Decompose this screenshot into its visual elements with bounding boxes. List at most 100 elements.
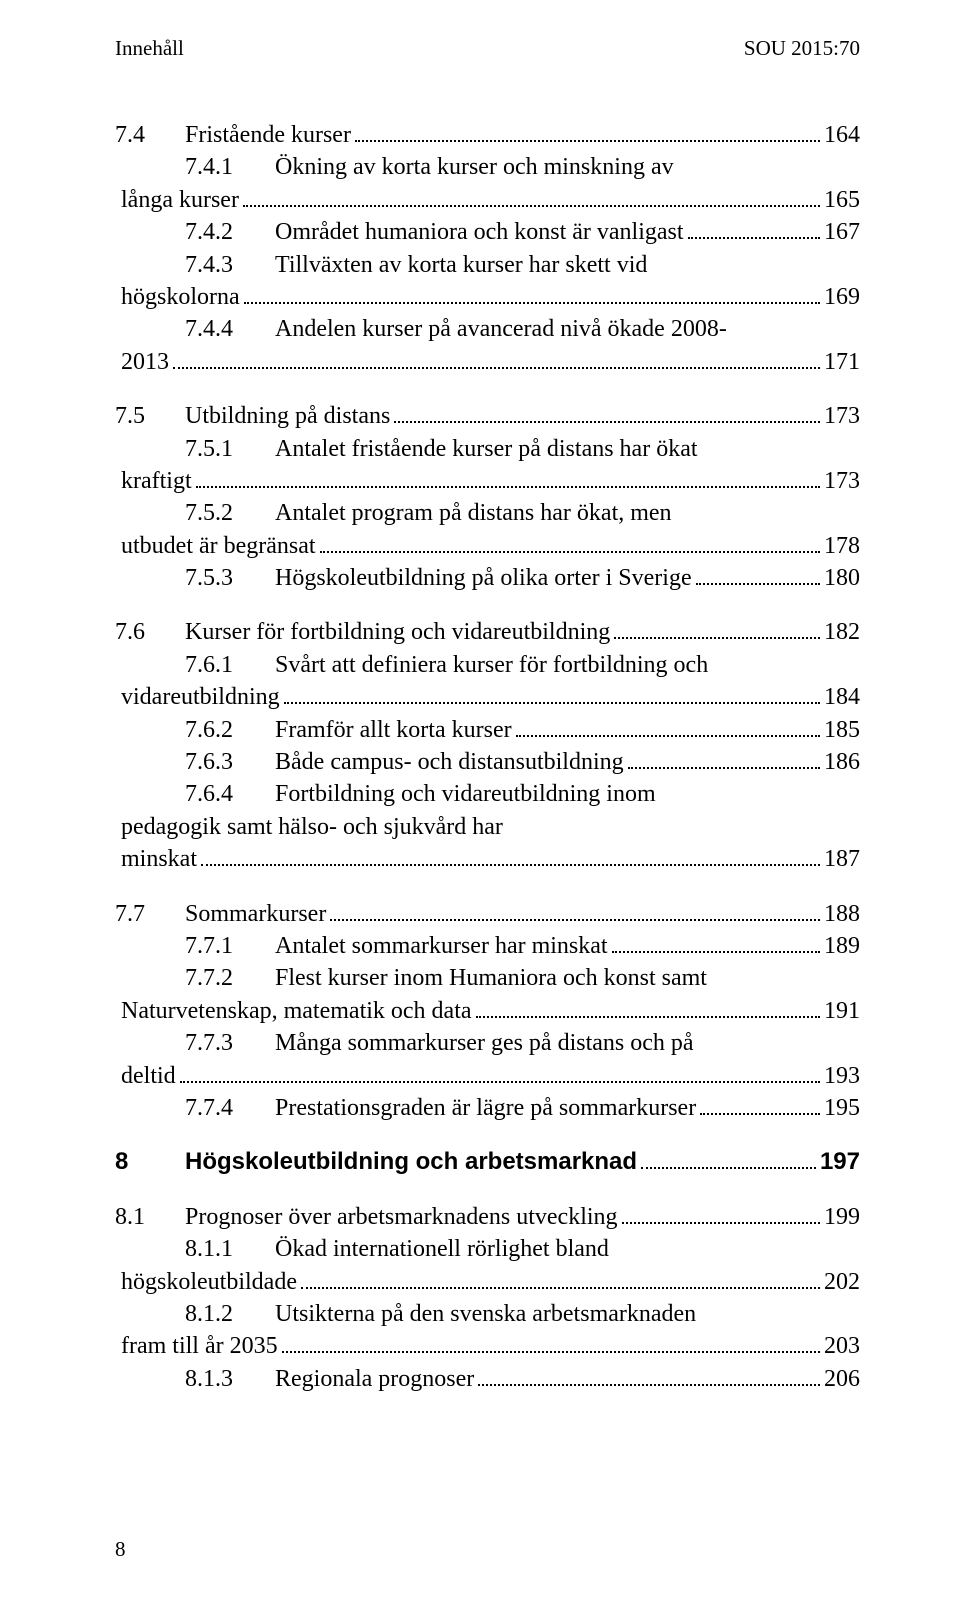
toc-entry-title: Kurser för fortbildning och vidareutbild… — [185, 616, 610, 648]
toc-entry-title: Svårt att definiera kurser för fortbildn… — [275, 649, 708, 681]
toc-group: 7.5Utbildning på distans1737.5.1Antalet … — [115, 400, 860, 594]
toc-entry-page: 206 — [824, 1363, 860, 1395]
toc-leader-dots — [355, 122, 820, 142]
toc-entry-page: 173 — [824, 400, 860, 432]
toc-entry-title: högskoleutbildade — [121, 1266, 297, 1298]
toc-entry-title: Prestationsgraden är lägre på sommarkurs… — [275, 1092, 696, 1124]
toc-entry-title: Antalet program på distans har ökat, men — [275, 497, 672, 529]
toc-leader-dots — [201, 846, 820, 866]
toc-entry: 7.4.4Andelen kurser på avancerad nivå ök… — [115, 313, 860, 345]
toc-entry-number: 7.6.4 — [115, 778, 275, 810]
toc-leader-dots — [282, 1333, 820, 1353]
toc-entry-number: 7.7 — [115, 898, 185, 930]
toc-entry-continuation: .Naturvetenskap, matematik och data191 — [115, 995, 860, 1027]
toc-entry-title: utbudet är begränsat — [121, 530, 316, 562]
toc-entry: 7.6Kurser för fortbildning och vidareutb… — [115, 616, 860, 648]
toc-entry-number: 7.5 — [115, 400, 185, 432]
toc-entry-title: Högskoleutbildning på olika orter i Sver… — [275, 562, 692, 594]
toc-entry-title: Flest kurser inom Humaniora och konst sa… — [275, 962, 707, 994]
toc-entry: 7.7.3Många sommarkurser ges på distans o… — [115, 1027, 860, 1059]
toc-entry: 7.6.3Både campus- och distansutbildning 1… — [115, 746, 860, 778]
toc-entry-title: pedagogik samt hälso- och sjukvård har — [121, 811, 503, 843]
toc-entry-page: 203 — [824, 1330, 860, 1362]
toc-entry: 7.4.1Ökning av korta kurser och minsknin… — [115, 151, 860, 183]
toc-leader-dots — [284, 684, 820, 704]
toc-entry: 7.4Fristående kurser164 — [115, 119, 860, 151]
toc-entry-continuation: .utbudet är begränsat178 — [115, 530, 860, 562]
toc-leader-dots — [244, 284, 820, 304]
toc-entry: 7.7.1Antalet sommarkurser har minskat189 — [115, 930, 860, 962]
toc-entry-page: 180 — [824, 562, 860, 594]
toc-entry-continuation: .minskat187 — [115, 843, 860, 875]
document-page: Innehåll SOU 2015:70 7.4Fristående kurse… — [0, 0, 960, 1598]
toc-entry: 7.7Sommarkurser188 — [115, 898, 860, 930]
toc-chapter-title: Högskoleutbildning och arbetsmarknad — [185, 1146, 637, 1178]
toc-entry-number: 7.6.3 — [115, 746, 275, 778]
toc-entry-number: 8.1.3 — [115, 1363, 275, 1395]
toc-entry-continuation: .vidareutbildning184 — [115, 681, 860, 713]
toc-entry-page: 165 — [824, 184, 860, 216]
toc-leader-dots — [614, 619, 820, 639]
toc-entry-number: 7.4.4 — [115, 313, 275, 345]
toc-entry-number: 7.7.3 — [115, 1027, 275, 1059]
toc-entry-title: minskat — [121, 843, 197, 875]
toc-group: 7.6Kurser för fortbildning och vidareutb… — [115, 616, 860, 875]
toc-leader-dots — [173, 348, 820, 368]
toc-entry: 7.5Utbildning på distans173 — [115, 400, 860, 432]
toc-entry-page: 178 — [824, 530, 860, 562]
toc-leader-dots — [622, 1203, 820, 1223]
toc-entry-page: 185 — [824, 714, 860, 746]
toc-leader-dots — [478, 1365, 820, 1385]
toc-entry-number: 7.4.1 — [115, 151, 275, 183]
toc-chapter-number: 8 — [115, 1146, 185, 1178]
running-head-right: SOU 2015:70 — [744, 36, 860, 61]
toc-entry-page: 186 — [824, 746, 860, 778]
toc-leader-dots — [688, 219, 820, 239]
toc-entry-number: 8.1 — [115, 1201, 185, 1233]
toc-entry: 7.5.3Högskoleutbildning på olika orter i… — [115, 562, 860, 594]
toc-entry-page: 171 — [824, 346, 860, 378]
toc-entry-page: 167 — [824, 216, 860, 248]
toc-entry-continuation: .pedagogik samt hälso- och sjukvård har — [115, 811, 860, 843]
toc-entry: 8.1.3Regionala prognoser 206 — [115, 1363, 860, 1395]
toc-leader-dots — [700, 1095, 820, 1115]
page-number: 8 — [115, 1537, 126, 1562]
toc-entry: 7.6.4Fortbildning och vidareutbildning i… — [115, 778, 860, 810]
toc-entry-page: 191 — [824, 995, 860, 1027]
toc-leader-dots — [301, 1268, 820, 1288]
toc-entry-number: 7.6.1 — [115, 649, 275, 681]
toc-entry: 7.6.1Svårt att definiera kurser för fort… — [115, 649, 860, 681]
toc-entry-number: 7.5.2 — [115, 497, 275, 529]
toc-leader-dots — [243, 186, 820, 206]
toc-entry: 7.5.1Antalet fristående kurser på distan… — [115, 433, 860, 465]
toc-entry-page: 173 — [824, 465, 860, 497]
toc-entry-title: Antalet sommarkurser har minskat — [275, 930, 608, 962]
toc-entry-number: 7.6.2 — [115, 714, 275, 746]
running-head: Innehåll SOU 2015:70 — [115, 36, 860, 61]
toc-entry-continuation: .kraftigt173 — [115, 465, 860, 497]
toc-entry-title: Regionala prognoser — [275, 1363, 474, 1395]
toc-entry-number: 7.6 — [115, 616, 185, 648]
toc-entry-page: 184 — [824, 681, 860, 713]
toc-entry-continuation: .långa kurser165 — [115, 184, 860, 216]
toc-entry-title: Många sommarkurser ges på distans och på — [275, 1027, 694, 1059]
table-of-contents: 7.4Fristående kurser1647.4.1Ökning av ko… — [115, 119, 860, 1395]
toc-leader-dots — [476, 997, 820, 1017]
toc-entry-title: Fristående kurser — [185, 119, 351, 151]
toc-entry-title: Tillväxten av korta kurser har skett vid — [275, 249, 647, 281]
toc-entry-title: Prognoser över arbetsmarknadens utveckli… — [185, 1201, 618, 1233]
toc-group: 8.1Prognoser över arbetsmarknadens utvec… — [115, 1201, 860, 1395]
toc-entry-number: 7.7.4 — [115, 1092, 275, 1124]
toc-entry-title: Både campus- och distansutbildning — [275, 746, 624, 778]
toc-entry-number: 7.7.2 — [115, 962, 275, 994]
toc-chapter: 8Högskoleutbildning och arbetsmarknad197 — [115, 1146, 860, 1178]
toc-entry-page: 164 — [824, 119, 860, 151]
toc-group: 7.4Fristående kurser1647.4.1Ökning av ko… — [115, 119, 860, 378]
toc-entry-number: 7.4.2 — [115, 216, 275, 248]
toc-entry-title: Utsikterna på den svenska arbetsmarknade… — [275, 1298, 696, 1330]
toc-leader-dots — [320, 532, 820, 552]
toc-entry-title: Området humaniora och konst är vanligast — [275, 216, 684, 248]
toc-entry-title: Antalet fristående kurser på distans har… — [275, 433, 698, 465]
toc-entry-continuation: .högskoleutbildade202 — [115, 1266, 860, 1298]
toc-leader-dots — [180, 1062, 820, 1082]
